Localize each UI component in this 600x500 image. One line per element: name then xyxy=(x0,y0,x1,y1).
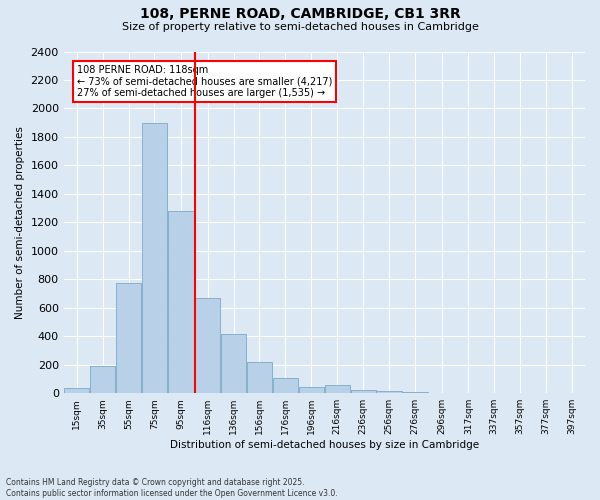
Bar xyxy=(142,122,167,393)
Bar xyxy=(428,392,455,393)
Text: Size of property relative to semi-detached houses in Cambridge: Size of property relative to semi-detach… xyxy=(122,22,478,32)
Bar xyxy=(64,388,89,393)
Bar xyxy=(403,392,428,393)
Text: 108, PERNE ROAD, CAMBRIDGE, CB1 3RR: 108, PERNE ROAD, CAMBRIDGE, CB1 3RR xyxy=(140,8,460,22)
Text: Contains HM Land Registry data © Crown copyright and database right 2025.
Contai: Contains HM Land Registry data © Crown c… xyxy=(6,478,338,498)
Y-axis label: Number of semi-detached properties: Number of semi-detached properties xyxy=(15,126,25,319)
X-axis label: Distribution of semi-detached houses by size in Cambridge: Distribution of semi-detached houses by … xyxy=(170,440,479,450)
Bar xyxy=(325,386,350,393)
Bar xyxy=(116,283,141,393)
Bar xyxy=(167,211,194,393)
Bar xyxy=(350,390,376,393)
Bar xyxy=(90,366,115,393)
Bar xyxy=(195,298,220,393)
Text: 108 PERNE ROAD: 118sqm
← 73% of semi-detached houses are smaller (4,217)
27% of : 108 PERNE ROAD: 118sqm ← 73% of semi-det… xyxy=(77,65,332,98)
Bar xyxy=(299,387,324,393)
Bar xyxy=(247,362,272,393)
Bar xyxy=(273,378,298,393)
Bar xyxy=(221,334,246,393)
Bar xyxy=(376,390,402,393)
